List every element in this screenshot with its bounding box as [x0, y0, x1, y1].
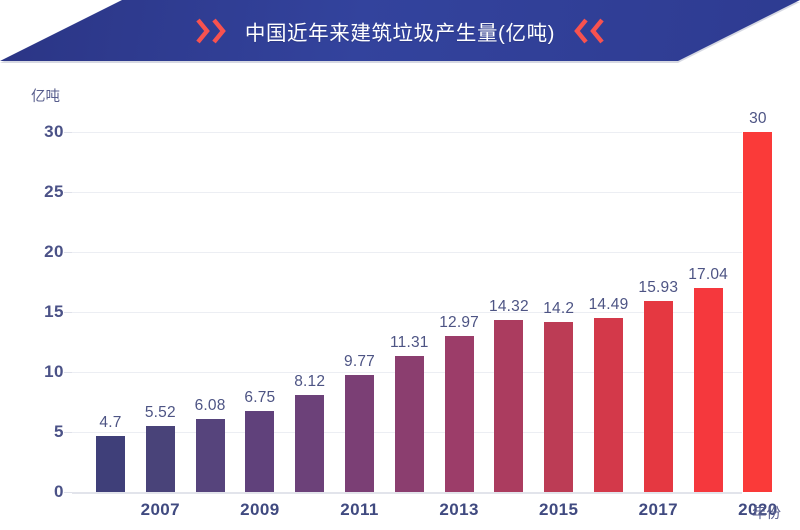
y-axis-unit-label: 亿吨	[31, 89, 60, 105]
bar-value-label: 9.77	[344, 352, 375, 370]
bar[interactable]: 8.12	[294, 373, 325, 492]
bar-value-label: 6.75	[244, 389, 276, 406]
bar[interactable]: 6.08	[195, 397, 225, 492]
bar[interactable]: 17.04	[688, 266, 728, 492]
y-tickmark-20	[64, 252, 72, 253]
bar-chart: 亿吨 30 25 20 15 10 5 0 4.7 5.52 6.08 6.75 8.12 9.77 1…	[0, 62, 800, 530]
x-axis-label-2011: 2011	[340, 500, 379, 519]
x-axis-label-2015: 2015	[538, 500, 579, 519]
y-axis-label-0: 0	[54, 482, 64, 501]
bar-value-label: 5.52	[144, 403, 176, 421]
bar[interactable]: 11.31	[390, 334, 428, 492]
banner-body: 中国近年来建筑垃圾产生量(亿吨)	[0, 0, 800, 61]
bar-value-label: 6.08	[194, 397, 226, 415]
y-tickmark-5	[64, 432, 72, 433]
bar[interactable]: 6.75	[244, 389, 275, 492]
bar-value-label: 12.97	[439, 314, 479, 332]
y-axis-label-20: 20	[44, 242, 64, 261]
bar-value-label: 17.04	[688, 265, 728, 283]
bar[interactable]: 30	[743, 110, 773, 492]
bar[interactable]: 9.77	[344, 353, 375, 492]
x-axis-label-2009: 2009	[240, 500, 280, 519]
bar-value-label: 14.32	[488, 298, 529, 316]
title-banner: 中国近年来建筑垃圾产生量(亿吨)	[0, 0, 800, 63]
y-axis-label-15: 15	[44, 302, 64, 321]
gridline-15	[72, 312, 742, 313]
double-chevron-left-icon	[573, 18, 604, 44]
bar-series: 4.7 5.52 6.08 6.75 8.12 9.77 11.31 12.97 14.32 14…	[0, 62, 800, 530]
y-axis-label-30: 30	[44, 122, 64, 141]
bar-value-label: 30	[749, 110, 767, 127]
gridline-20	[72, 252, 742, 253]
x-axis-label-2020: 2020	[738, 500, 778, 519]
bar[interactable]: 14.32	[489, 298, 529, 492]
bar[interactable]: 5.52	[145, 404, 176, 492]
gridline-0	[72, 492, 742, 494]
x-axis-label-2013: 2013	[439, 500, 479, 519]
bar-value-label: 14.49	[588, 296, 629, 314]
bar[interactable]: 4.7	[96, 414, 125, 492]
y-axis-tick-labels: 30 25 20 15 10 5 0	[8, 62, 64, 530]
y-axis-label-25: 25	[44, 182, 64, 201]
x-axis-label-2017: 2017	[638, 500, 679, 519]
bar-value-label: 15.93	[638, 278, 679, 296]
bar-value-label: 14.2	[543, 299, 575, 317]
gridline-25	[72, 192, 742, 193]
bar[interactable]: 14.49	[589, 296, 628, 492]
y-tickmark-30	[64, 132, 72, 133]
page-title: 中国近年来建筑垃圾产生量(亿吨)	[244, 21, 556, 45]
x-axis-unit-label: 年份	[752, 506, 781, 522]
bar-value-label: 8.12	[294, 372, 326, 390]
y-axis-label-5: 5	[54, 422, 64, 441]
y-tickmark-10	[64, 372, 72, 373]
y-tickmark-15	[64, 312, 72, 313]
bar[interactable]: 14.2	[543, 300, 574, 492]
y-tickmark-25	[64, 192, 72, 193]
bar[interactable]: 15.93	[638, 279, 678, 492]
bar-value-label: 11.31	[389, 334, 429, 352]
double-chevron-right-icon	[196, 18, 227, 44]
gridline-30	[72, 132, 742, 133]
y-tickmark-0	[64, 492, 72, 493]
x-axis-label-2007: 2007	[140, 500, 181, 519]
bar[interactable]: 12.97	[439, 314, 479, 492]
bar-value-label: 4.7	[99, 413, 122, 431]
y-axis-label-10: 10	[44, 362, 64, 381]
